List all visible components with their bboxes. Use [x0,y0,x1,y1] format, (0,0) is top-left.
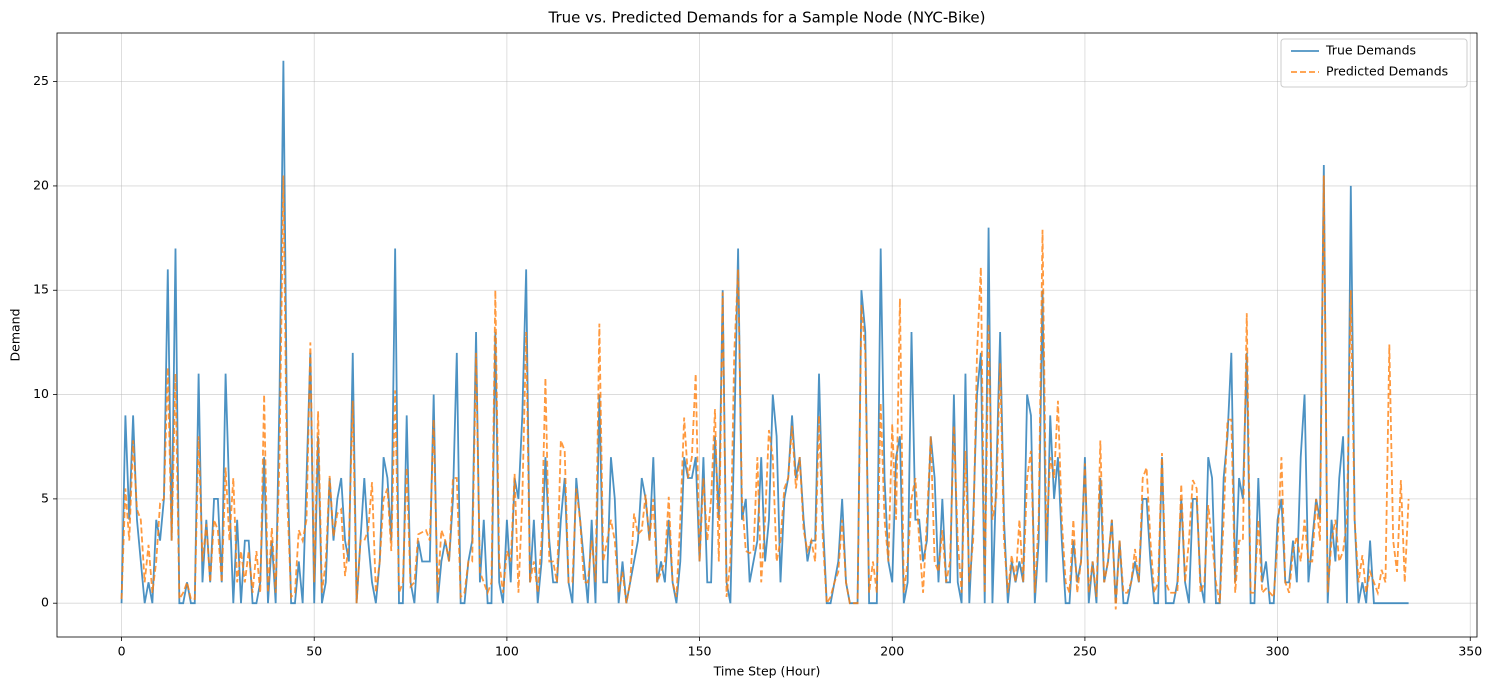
x-tick-label: 200 [880,644,904,659]
legend-box [1280,38,1468,88]
legend-label: True Demands [1325,43,1416,58]
y-tick-label: 20 [33,177,49,192]
data-line [120,60,1409,605]
x-axis-label: Time Step (Hour) [713,664,821,679]
data-line [120,175,1410,610]
x-tick-label: 100 [495,644,519,659]
y-tick-label: 0 [41,595,49,610]
x-tick-label: 50 [306,644,322,659]
x-tick-label: 250 [1073,644,1097,659]
x-tick-label: 150 [688,644,712,659]
y-tick-label: 15 [33,282,49,297]
y-axis-label: Demand [8,308,23,361]
plot-frame [56,32,1478,638]
grid [57,33,1477,637]
y-tick-label: 10 [33,386,49,401]
x-tick-label: 300 [1266,644,1290,659]
y-tick-label: 25 [33,73,49,88]
chart-title: True vs. Predicted Demands for a Sample … [548,9,986,27]
y-tick-label: 5 [41,490,49,505]
legend-label: Predicted Demands [1326,64,1448,79]
x-tick-label: 350 [1458,644,1482,659]
x-tick-label: 0 [118,644,126,659]
